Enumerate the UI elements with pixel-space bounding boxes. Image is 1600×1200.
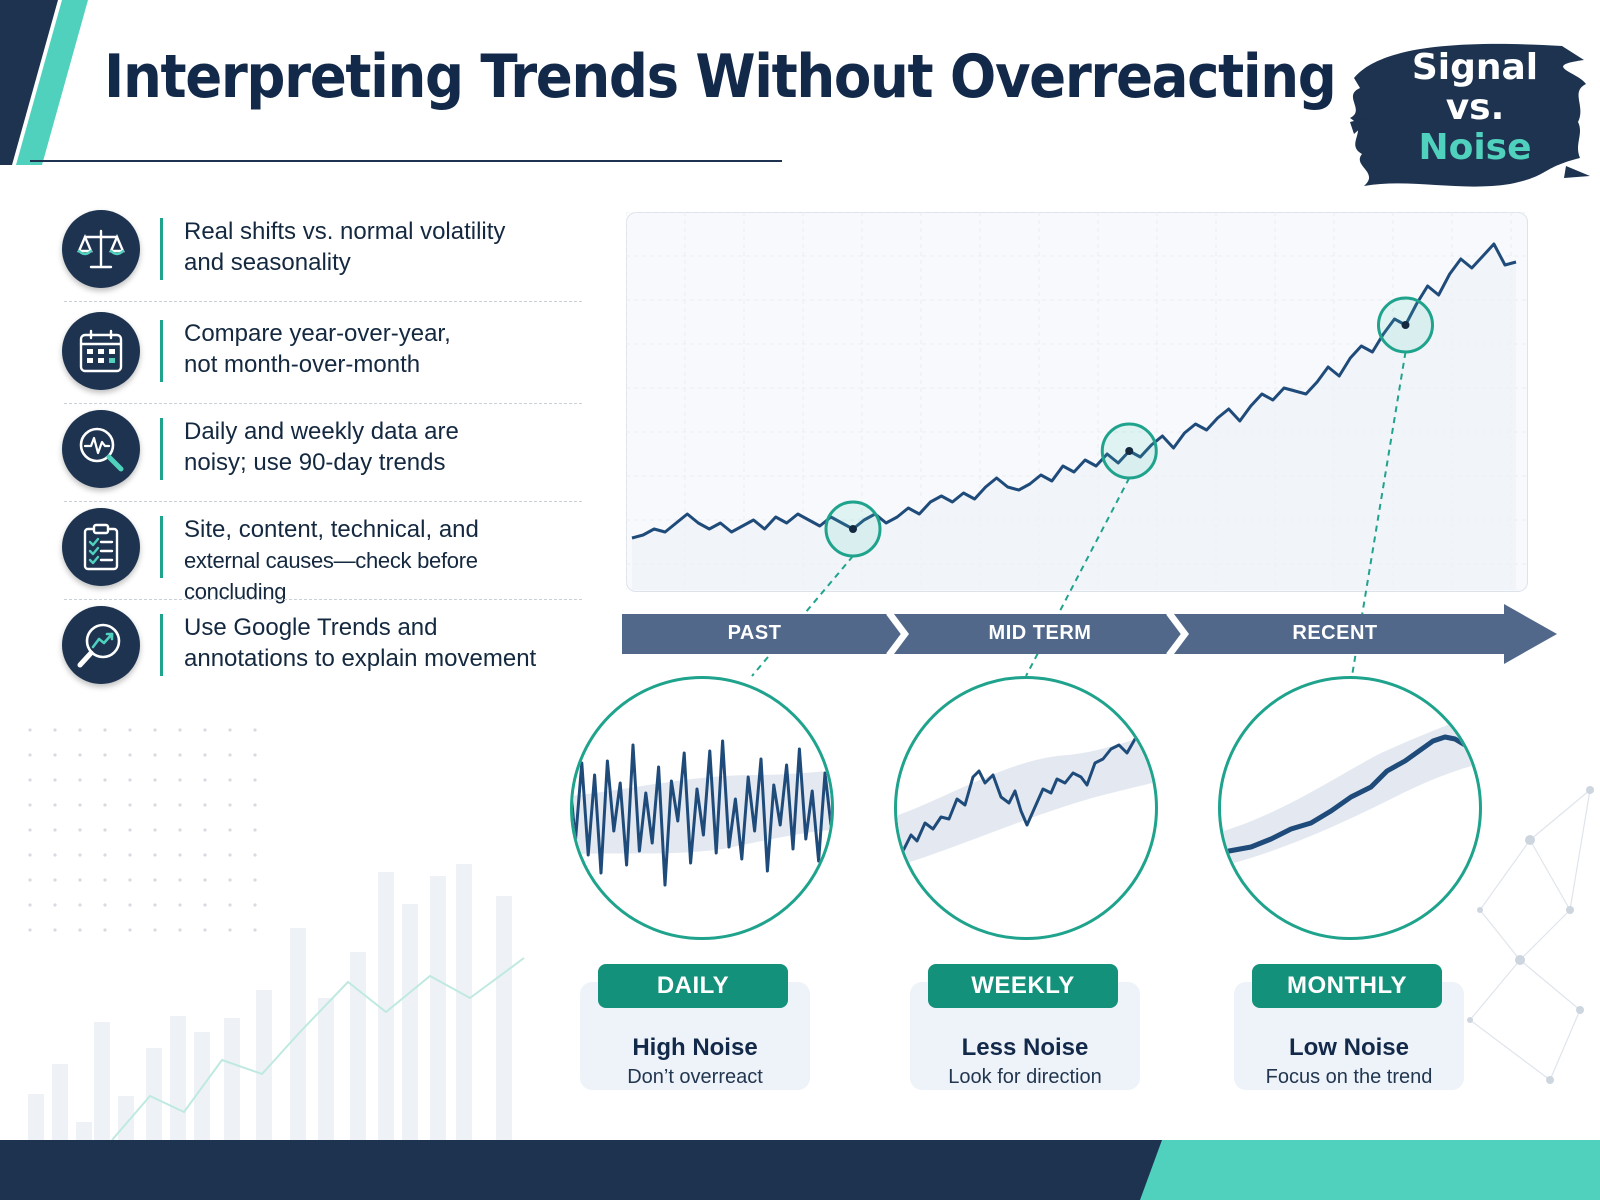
list-item-line1: Site, content, technical, and [184, 516, 479, 543]
card-title: Low Noise [1288, 1034, 1409, 1061]
list-item-line1: Real shifts vs. normal volatility [184, 218, 506, 245]
list-item: Compare year-over-year, not month-over-m… [62, 304, 582, 404]
list-item-line2: not month-over-month [184, 351, 421, 378]
badge-noise: Noise [1418, 127, 1532, 168]
card-title: Less Noise [961, 1034, 1089, 1061]
clipboard-checklist-icon [62, 508, 140, 586]
highlight-point [1401, 321, 1410, 329]
timeline-arrow [622, 604, 1557, 664]
corner-accent [0, 0, 88, 165]
trend-area [632, 244, 1516, 590]
card-subtitle: Look for direction [948, 1066, 1102, 1088]
calendar-icon [62, 312, 140, 390]
list-item: Site, content, technical, and external c… [62, 500, 582, 604]
badge-signal: Signal [1411, 47, 1539, 88]
label-monthly: MONTHLY [1252, 964, 1442, 1008]
list-item-line2: annotations to explain movement [184, 645, 537, 672]
pulse-magnifier-icon [62, 410, 140, 488]
decorative-background [28, 728, 525, 1140]
title-underline [30, 160, 782, 162]
network-decoration [1467, 786, 1594, 1084]
card-title: High Noise [632, 1034, 758, 1061]
trend-chart-svg [626, 212, 1526, 590]
label-daily: DAILY [598, 964, 788, 1008]
zoom-circle-monthly [1218, 676, 1482, 940]
timeline-segment-recent: RECENT [1292, 622, 1378, 644]
card-subtitle: Don’t overreact [627, 1066, 763, 1088]
timeline-segment-past: PAST [727, 622, 782, 644]
page-title: Interpreting Trends Without Overreacting [104, 42, 1337, 112]
zoom-circle-weekly [894, 676, 1158, 940]
signal-noise-badge: Signal vs. Noise [1340, 26, 1590, 196]
zoom-circle-daily [570, 676, 834, 940]
card-subtitle: Focus on the trend [1265, 1066, 1433, 1088]
list-item-line1: Daily and weekly data are [184, 418, 459, 445]
list-item: Daily and weekly data are noisy; use 90-… [62, 402, 582, 502]
list-item-line1: Compare year-over-year, [184, 320, 451, 347]
list-item: Real shifts vs. normal volatility and se… [62, 202, 582, 302]
label-weekly: WEEKLY [928, 964, 1118, 1008]
badge-vs: vs. [1445, 87, 1505, 128]
list-item-line2: noisy; use 90-day trends [184, 449, 446, 476]
highlight-point [849, 525, 857, 533]
trend-magnifier-icon [62, 606, 140, 684]
trend-line [631, 242, 1517, 540]
footer-band [0, 1140, 1600, 1200]
list-item-line1: Use Google Trends and [184, 614, 438, 641]
list-item: Use Google Trends and annotations to exp… [62, 598, 582, 694]
scale-icon [62, 210, 140, 288]
timeline-segment-mid-term: MID TERM [988, 622, 1092, 644]
highlight-point [1125, 447, 1134, 455]
brush-stroke-shape [1350, 43, 1590, 187]
list-item-line2: and seasonality [184, 249, 351, 276]
